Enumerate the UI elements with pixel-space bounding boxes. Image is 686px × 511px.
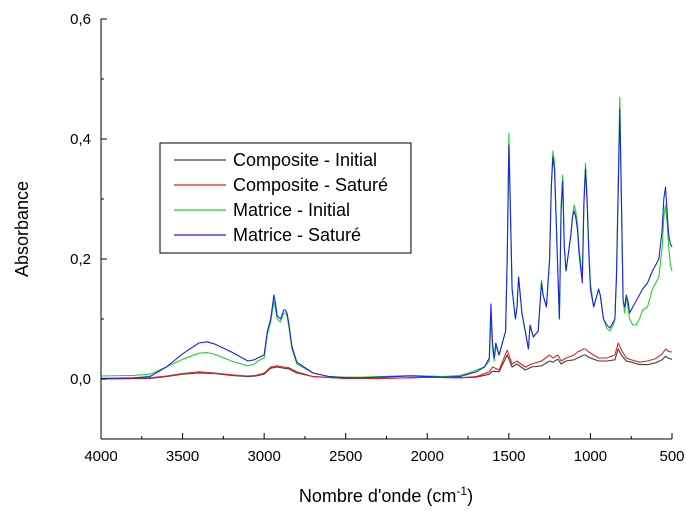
x-tick-label: 4000 [84, 448, 117, 465]
x-tick-label: 2000 [411, 448, 444, 465]
legend-label: Matrice - Initial [233, 200, 350, 220]
x-axis-title-superscript: -1 [456, 484, 467, 498]
plot-area [100, 96, 673, 380]
x-ticks: 4000 3500 3000 2500 2000 1500 1000 500 [84, 433, 685, 465]
y-tick-label: 0,6 [70, 11, 91, 28]
y-ticks: 0,0 0,2 0,4 0,6 [70, 11, 107, 440]
y-axis-title: Absorbance [12, 181, 32, 277]
x-axis-title-end: ) [467, 486, 473, 506]
legend-label: Composite - Initial [233, 150, 377, 170]
series-line-1 [100, 348, 673, 380]
y-tick-label: 0,2 [70, 251, 91, 268]
x-axis-title-main: Nombre d'onde (cm [299, 486, 457, 506]
legend-label: Composite - Saturé [233, 175, 388, 195]
series-line-4 [100, 108, 673, 379]
x-tick-label: 1500 [492, 448, 525, 465]
x-tick-label: 500 [659, 448, 684, 465]
x-tick-label: 3000 [247, 448, 280, 465]
series-line-2 [100, 342, 673, 380]
y-tick-label: 0,0 [70, 371, 91, 388]
legend: Composite - Initial Composite - Saturé Mat… [159, 142, 412, 254]
x-tick-label: 3500 [166, 448, 199, 465]
y-tick-label: 0,4 [70, 131, 91, 148]
legend-label: Matrice - Saturé [233, 225, 361, 245]
x-tick-label: 2500 [329, 448, 362, 465]
x-tick-label: 1000 [574, 448, 607, 465]
x-axis-title: Nombre d'onde (cm-1) [299, 484, 473, 506]
